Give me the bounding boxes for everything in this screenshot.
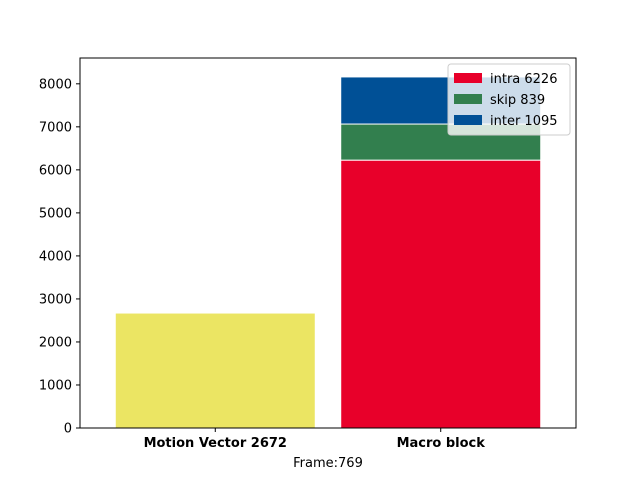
x-axis-label: Frame:769 <box>293 456 363 471</box>
legend-swatch-intra-6226 <box>454 73 482 83</box>
y-tick-label-6000: 6000 <box>39 163 72 178</box>
y-tick-label-1000: 1000 <box>39 378 72 393</box>
y-tick-label-4000: 4000 <box>39 249 72 264</box>
x-tick-label-macro-block: Macro block <box>397 436 486 451</box>
legend-label-skip-839: skip 839 <box>490 93 545 108</box>
y-axis: 0 1000 2000 3000 4000 5000 6000 7000 8000 <box>39 77 80 437</box>
y-tick-label-7000: 7000 <box>39 120 72 135</box>
y-tick-label-0: 0 <box>64 422 72 437</box>
legend: intra 6226 skip 839 inter 1095 <box>447 63 571 136</box>
bar-segment-intra-6226 <box>340 159 542 429</box>
bars-layer <box>114 76 542 429</box>
y-tick-label-2000: 2000 <box>39 335 72 350</box>
x-axis: Motion Vector 2672 Macro block <box>144 428 486 451</box>
bar-segment-motion-vector-2672 <box>114 312 316 429</box>
y-tick-label-3000: 3000 <box>39 292 72 307</box>
legend-swatch-inter-1095 <box>454 115 482 125</box>
x-tick-label-motion-vector-2672: Motion Vector 2672 <box>144 436 287 451</box>
legend-label-inter-1095: inter 1095 <box>490 114 558 129</box>
y-tick-label-8000: 8000 <box>39 77 72 92</box>
legend-label-intra-6226: intra 6226 <box>490 72 557 87</box>
y-tick-label-5000: 5000 <box>39 206 72 221</box>
legend-swatch-skip-839 <box>454 94 482 104</box>
axes-frame <box>79 57 577 429</box>
